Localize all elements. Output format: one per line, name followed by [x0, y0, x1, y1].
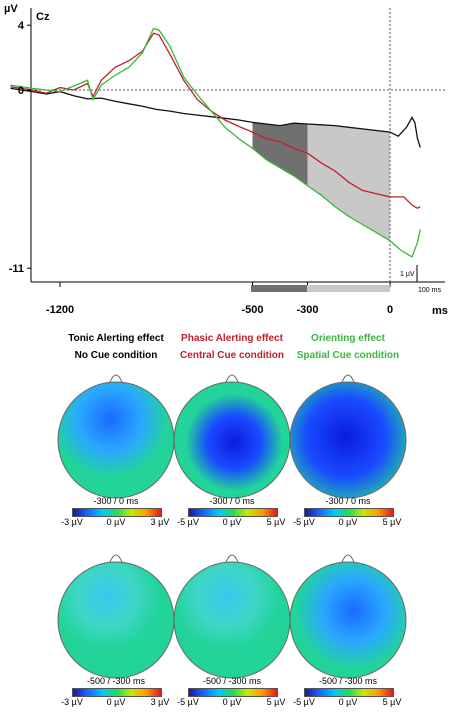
colorbar — [72, 508, 162, 517]
scalp-outline — [289, 561, 407, 679]
scalp-map — [173, 374, 291, 499]
time-window-label: -500 / -300 ms — [86, 676, 146, 686]
colorbar-tick-label: -5 µV — [293, 517, 315, 527]
colorbar-tick-label: 3 µV — [150, 517, 170, 527]
x-tick-label: -1200 — [46, 304, 74, 316]
scale-bar: 1 µV 100 ms — [400, 265, 445, 294]
colorbar — [304, 508, 394, 517]
series-lines — [10, 27, 421, 258]
colorbar-tick-label: 0 µV — [106, 697, 126, 707]
colorbar-tick-label: 0 µV — [338, 517, 358, 527]
scalp-map — [57, 554, 175, 679]
colorbar — [188, 508, 278, 517]
nose-outline — [109, 554, 123, 563]
colorbar-tick-label: 0 µV — [106, 517, 126, 527]
series-line-2 — [10, 27, 421, 258]
x-axis-unit: ms — [432, 305, 448, 317]
interval-bar-late — [307, 285, 390, 292]
erp-waveform-chart: 4 0 -11 -1200 -500 -300 0 µV Cz ms 1 µV 100 ms — [4, 3, 448, 317]
time-window-label: -300 / 0 ms — [209, 496, 255, 506]
colorbar-tick-label: 5 µV — [266, 517, 286, 527]
x-tick-label: 0 — [387, 304, 393, 316]
scalp-map — [173, 554, 291, 679]
colorbar-tick-label: 5 µV — [382, 517, 402, 527]
y-axis-unit: µV — [4, 3, 18, 15]
time-window-label: -500 / -300 ms — [202, 676, 262, 686]
colorbar-tick-label: 5 µV — [266, 697, 286, 707]
interval-bar-early — [251, 285, 307, 292]
condition-title: Phasic Alerting effect — [181, 333, 283, 344]
scalp-map — [289, 374, 407, 499]
y-tick-label: 0 — [18, 85, 24, 97]
colorbar-tick-label: -5 µV — [293, 697, 315, 707]
scalp-outline — [57, 381, 175, 499]
scalp-map — [289, 554, 407, 679]
colorbar-tick-label: 3 µV — [150, 697, 170, 707]
x-tick-label: -500 — [241, 304, 263, 316]
scalp-map — [57, 374, 175, 499]
time-window-label: -300 / 0 ms — [325, 496, 371, 506]
nose-outline — [341, 554, 355, 563]
scalp-outline — [57, 561, 175, 679]
axes — [30, 8, 445, 283]
colorbar-tick-label: -3 µV — [61, 517, 83, 527]
shaded-interval-0 — [252, 122, 308, 186]
y-tick-label: -11 — [9, 263, 24, 275]
colorbar — [304, 688, 394, 697]
time-window-label: -500 / -300 ms — [318, 676, 378, 686]
colorbar — [72, 688, 162, 697]
x-tick-label: -300 — [296, 304, 318, 316]
colorbar-tick-label: 0 µV — [338, 697, 358, 707]
scale-bar-time: 100 ms — [418, 287, 441, 294]
condition-title: Orienting effect — [311, 333, 385, 344]
scalp-outline — [173, 561, 291, 679]
colorbar-tick-label: 0 µV — [222, 697, 242, 707]
colorbar — [188, 688, 278, 697]
chart-title: Cz — [36, 11, 50, 23]
nose-outline — [109, 374, 123, 383]
scalp-outline — [173, 381, 291, 499]
nose-outline — [225, 554, 239, 563]
axis-ticks: 4 0 -11 -1200 -500 -300 0 — [9, 20, 393, 316]
scale-bar-amplitude: 1 µV — [400, 271, 415, 278]
nose-outline — [225, 374, 239, 383]
condition-subtitle: Spatial Cue condition — [296, 350, 400, 361]
colorbar-tick-label: 0 µV — [222, 517, 242, 527]
condition-subtitle: No Cue condition — [74, 350, 158, 361]
nose-outline — [341, 374, 355, 383]
condition-subtitle: Central Cue condition — [180, 350, 284, 361]
scalp-outline — [289, 381, 407, 499]
y-tick-label: 4 — [18, 20, 25, 32]
colorbar-tick-label: 5 µV — [382, 697, 402, 707]
time-window-label: -300 / 0 ms — [93, 496, 139, 506]
colorbar-tick-label: -5 µV — [177, 517, 199, 527]
colorbar-tick-label: -3 µV — [61, 697, 83, 707]
colorbar-tick-label: -5 µV — [177, 697, 199, 707]
condition-title: Tonic Alerting effect — [68, 333, 164, 344]
